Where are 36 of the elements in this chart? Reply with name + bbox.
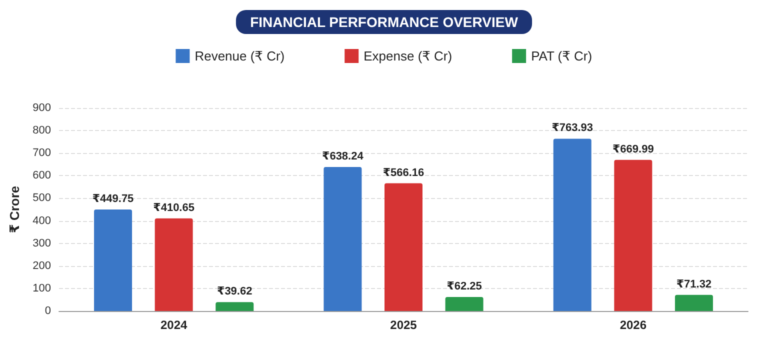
bar [553,138,592,311]
x-tick-label: 2024 [160,318,188,332]
bar [384,183,422,311]
data-label: ₹62.25 [446,280,482,292]
x-tick-label: 2026 [620,318,647,332]
bar [216,302,254,311]
y-tick-label: 100 [32,282,51,294]
bar [445,296,484,311]
bar [94,210,132,311]
data-label: ₹638.24 [322,150,364,163]
y-tick-label: 700 [32,147,51,160]
bar [324,167,362,311]
y-tick-label: 600 [32,170,51,182]
bar [674,294,713,311]
legend-label: PAT (₹ Cr) [531,48,592,64]
y-tick-label: 900 [32,102,51,114]
data-label: ₹449.75 [92,193,134,206]
data-label: ₹71.32 [676,278,712,290]
y-tick-label: 200 [32,260,51,272]
legend-label: Expense (₹ Cr) [364,48,452,64]
y-tick-label: 500 [32,192,51,204]
x-tick-label: 2025 [390,318,418,332]
y-tick-label: 0 [44,305,51,317]
data-label: ₹669.99 [612,143,654,156]
data-label: ₹39.62 [217,286,252,298]
y-tick-label: 800 [32,124,51,137]
y-tick-label: 400 [32,214,51,227]
bar [154,218,193,311]
bar [614,160,652,311]
legend-label: Revenue (₹ Cr) [194,48,285,64]
y-tick-label: 300 [32,237,51,250]
y-axis-title: ₹ Crore [7,186,22,234]
chart-subtitle: FINANCIAL PERFORMANCE OVERVIEW [250,14,519,30]
data-label: ₹410.65 [153,202,194,214]
data-label: ₹566.16 [382,166,424,179]
data-label: ₹763.93 [552,122,594,134]
